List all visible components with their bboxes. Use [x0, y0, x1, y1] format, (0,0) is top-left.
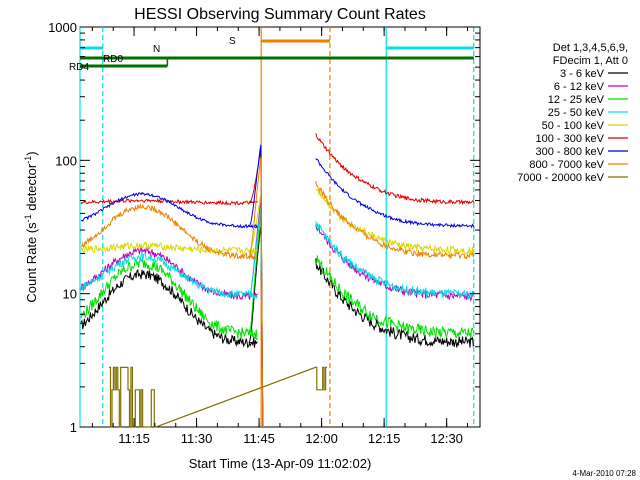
observing-flags: N S RD0 RD4: [69, 27, 475, 427]
series-25to50keV-pre: [80, 207, 264, 426]
series-25to50keV-post: [315, 221, 475, 300]
flag-label-n: N: [153, 44, 160, 55]
series-6to12keV-pre: [80, 201, 264, 426]
chart-title: HESSI Observing Summary Count Rates: [134, 6, 426, 23]
y-axis-title: Count Rate (s-1 detector-1): [23, 151, 39, 302]
series-12to25keV-post: [315, 255, 475, 339]
x-tick-label: 12:15: [368, 431, 401, 446]
series-300to800keV-post: [315, 158, 475, 229]
legend-label: 25 - 50 keV: [548, 107, 605, 119]
x-tick-label: 12:00: [305, 431, 338, 446]
series-3to6keV-post: [315, 258, 475, 348]
x-tick-label: 11:30: [181, 431, 213, 446]
series-800to7000keV-pre: [80, 157, 264, 426]
series-300to800keV-pre: [80, 144, 264, 426]
series-group: [80, 133, 475, 428]
x-axis-title: Start Time (13-Apr-09 11:02:02): [189, 456, 372, 471]
flag-label-s: S: [229, 36, 236, 47]
legend: Det 1,3,4,5,6,9, FDecim 1, Att 0 3 - 6 k…: [517, 42, 628, 184]
flag-label-rd4: RD4: [69, 62, 89, 73]
series-800to7000keV-post: [315, 180, 475, 260]
y-tick-label: 10: [63, 287, 77, 302]
series-3to6keV-pre: [80, 225, 264, 426]
x-tick-label: 12:30: [430, 431, 463, 446]
series-6to12keV-post: [315, 224, 475, 303]
legend-label: 6 - 12 keV: [554, 81, 605, 93]
axes-group: 11:15 11:30 11:45 12:00 12:15 12:30 1 10 100 1000: [48, 20, 480, 446]
series-100to300keV-pre: [80, 150, 264, 426]
footer-timestamp: 4-Mar-2010 07:28: [572, 469, 636, 478]
series-12to25keV-pre: [80, 214, 264, 426]
series-50to100keV-post: [315, 188, 475, 255]
legend-label: 100 - 300 keV: [536, 133, 605, 145]
y-tick-label: 1: [70, 420, 77, 435]
legend-header-line-2: FDecim 1, Att 0: [553, 55, 628, 67]
x-tick-label: 11:45: [243, 431, 275, 446]
series-7000to20000kev: [109, 366, 327, 428]
x-tick-label: 11:15: [118, 431, 150, 446]
y-tick-label: 100: [55, 153, 77, 168]
flag-label-rd0: RD0: [103, 54, 123, 65]
y-tick-label: 1000: [48, 20, 77, 35]
legend-label: 300 - 800 keV: [536, 146, 605, 158]
legend-label: 50 - 100 keV: [542, 120, 605, 132]
legend-label: 12 - 25 keV: [548, 94, 605, 106]
legend-label: 3 - 6 keV: [560, 68, 605, 80]
series-100to300keV-post: [315, 133, 475, 206]
series-50to100keV-pre: [80, 195, 264, 426]
legend-label: 800 - 7000 keV: [529, 159, 604, 171]
legend-label: 7000 - 20000 keV: [517, 172, 605, 184]
legend-header-line-1: Det 1,3,4,5,6,9,: [553, 42, 628, 54]
plot-frame: [79, 26, 481, 428]
